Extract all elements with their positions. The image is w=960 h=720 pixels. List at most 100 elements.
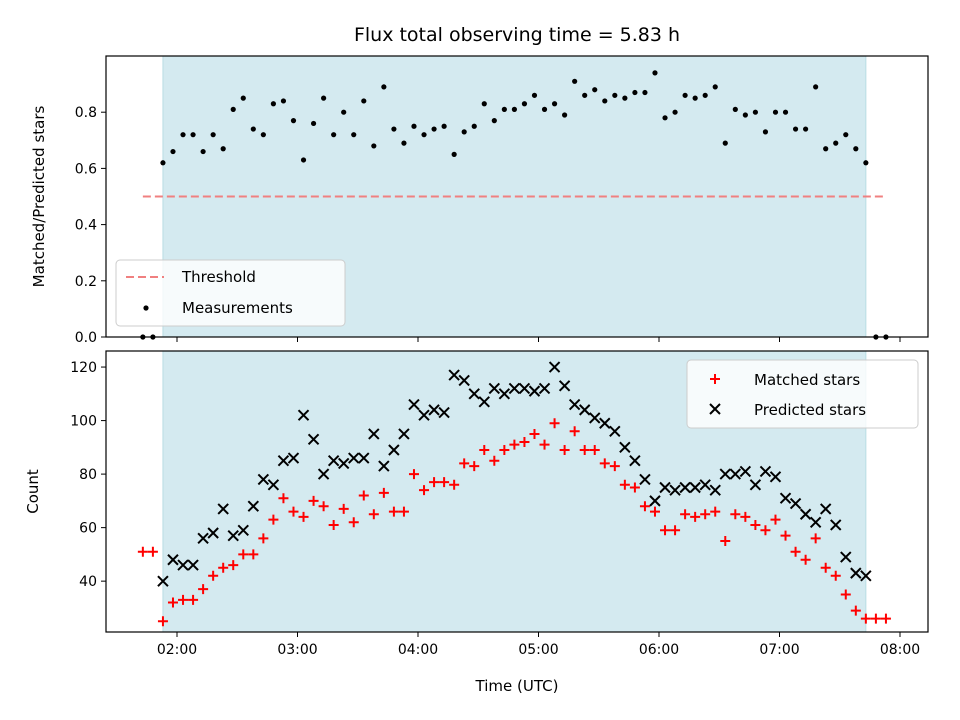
predicted-star-point — [167, 554, 179, 566]
measurement-point — [411, 123, 417, 129]
matched-star-point — [519, 436, 530, 447]
measurement-point — [632, 89, 638, 96]
matched-star-point — [348, 517, 359, 528]
measurement-point — [612, 92, 618, 98]
measurement-point — [381, 84, 387, 90]
matched-star-point — [398, 506, 409, 517]
matched-star-point — [790, 546, 801, 557]
measurement-point — [652, 70, 658, 76]
legend: Threshold Measurements — [115, 259, 346, 327]
predicted-star-point — [488, 382, 501, 395]
matched-star-point — [820, 562, 831, 573]
predicted-star-point — [197, 532, 209, 545]
predicted-star-point — [157, 575, 169, 587]
measurement-point — [280, 98, 287, 104]
predicted-star-point — [277, 455, 290, 467]
measurement-point — [772, 109, 779, 115]
predicted-star-point — [418, 409, 430, 421]
measurement-point — [250, 126, 256, 132]
measurement-point — [782, 109, 789, 115]
measurement-point — [833, 140, 839, 146]
measurement-point — [531, 92, 538, 98]
x-tick-label: 05:00 — [518, 642, 558, 658]
predicted-star-point — [629, 455, 641, 467]
count-panel: 40 60 80 100 120 02:00 03:00 04:00 05:00 06:00 07:… — [24, 350, 929, 658]
predicted-star-point — [187, 559, 199, 571]
predicted-star-point — [639, 473, 651, 486]
predicted-star-point — [649, 495, 661, 507]
matched-star-point — [499, 445, 510, 456]
predicted-star-point — [207, 527, 219, 539]
matched-star-point — [198, 584, 209, 595]
predicted-star-point — [779, 492, 792, 504]
matched-star-point — [298, 511, 309, 522]
matched-star-point — [740, 511, 751, 522]
matched-star-point — [338, 503, 349, 514]
matched-star-point — [459, 458, 470, 469]
matched-star-point — [569, 426, 580, 437]
predicted-star-point — [599, 417, 611, 429]
matched-star-point — [278, 493, 289, 504]
matched-star-point — [880, 613, 891, 624]
measurement-point — [391, 126, 397, 132]
matched-star-point — [157, 616, 168, 627]
matched-star-point — [780, 530, 791, 541]
matched-star-point — [770, 514, 781, 525]
measurement-point — [602, 98, 608, 104]
measurement-point — [200, 148, 206, 155]
matched-star-point — [248, 549, 259, 560]
measurement-point — [792, 126, 799, 132]
predicted-star-point — [789, 497, 802, 510]
x-tick-label: 04:00 — [398, 642, 438, 658]
predicted-star-point — [759, 465, 772, 478]
matched-star-point — [308, 495, 319, 506]
matched-star-point — [167, 597, 178, 608]
y-tick-label: 0.0 — [75, 330, 97, 346]
series-measurements — [140, 70, 889, 340]
matched-star-point — [419, 485, 430, 496]
matched-star-point — [680, 509, 691, 520]
measurement-point — [541, 106, 548, 112]
predicted-star-point — [679, 481, 691, 494]
predicted-star-point — [538, 382, 551, 395]
measurement-point — [240, 95, 246, 101]
matched-star-point — [137, 546, 148, 557]
measurement-point — [662, 115, 668, 121]
matched-star-point — [178, 594, 189, 605]
legend-predicted-label: Predicted stars — [754, 401, 866, 419]
measurement-point — [441, 123, 447, 129]
matched-star-point — [639, 501, 650, 512]
measurement-point — [692, 95, 698, 101]
y-tick-label: 40 — [79, 574, 97, 590]
matched-star-point — [670, 525, 681, 536]
matched-star-point — [720, 536, 731, 547]
matched-star-point — [730, 509, 741, 520]
matched-star-point — [449, 479, 460, 490]
predicted-star-point — [578, 404, 591, 416]
predicted-star-point — [428, 404, 440, 416]
legend-threshold-label: Threshold — [181, 268, 256, 286]
matched-star-point — [439, 477, 450, 488]
predicted-star-point — [267, 479, 280, 491]
measurement-point — [712, 84, 718, 90]
predicted-star-point — [609, 425, 621, 437]
predicted-star-point — [217, 503, 229, 515]
matched-star-point — [609, 461, 620, 472]
predicted-star-point — [227, 529, 239, 542]
measurement-point — [300, 157, 307, 163]
matched-star-point — [408, 469, 419, 480]
predicted-star-point — [659, 481, 671, 494]
matched-star-point — [649, 506, 660, 517]
predicted-star-point — [498, 388, 511, 400]
x-axis-label: Time (UTC) — [475, 677, 559, 695]
measurement-point — [582, 92, 588, 98]
measurement-point — [752, 109, 759, 115]
y-tick-label: 0.2 — [75, 274, 97, 290]
x-tick-label: 03:00 — [277, 642, 317, 658]
legend-matched-swatch — [710, 374, 720, 384]
measurement-point — [160, 160, 166, 166]
predicted-star-point — [177, 559, 189, 571]
matched-star-point — [288, 506, 299, 517]
measurement-point — [180, 132, 186, 138]
matched-star-point — [559, 445, 570, 456]
